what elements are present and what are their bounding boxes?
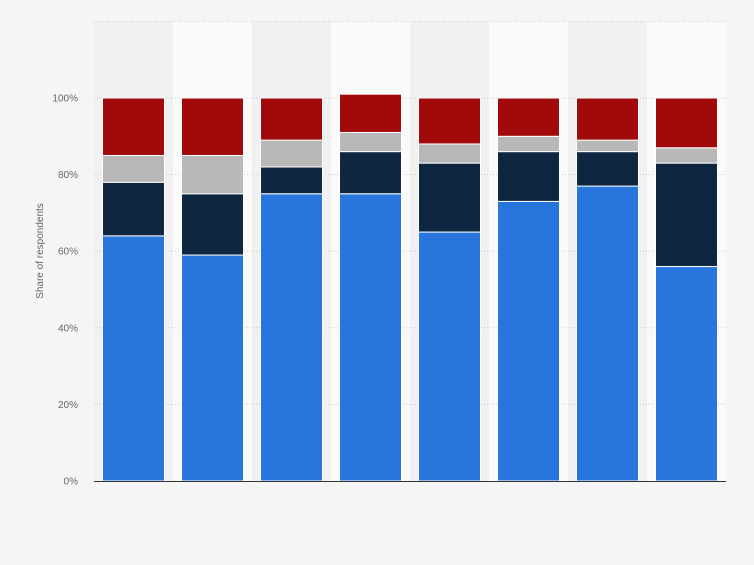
- bar-segment-series-1: [655, 266, 718, 482]
- bar-segment-series-4: [339, 93, 402, 133]
- bar-segment-series-4: [418, 97, 481, 145]
- bar-segment-series-3: [181, 154, 244, 195]
- bar-segment-series-4: [576, 97, 639, 141]
- bar-segment-series-1: [339, 193, 402, 482]
- bar-segment-series-3: [418, 143, 481, 164]
- y-tick-label: 100%: [52, 94, 78, 105]
- bar-segment-series-4: [497, 97, 560, 137]
- bar-segment-series-2: [497, 151, 560, 202]
- bar-segment-series-1: [181, 254, 244, 482]
- y-tick-label: 20%: [58, 400, 78, 411]
- bar-stack: [576, 97, 639, 482]
- bar-segment-series-1: [576, 185, 639, 482]
- bar-segment-series-1: [497, 200, 560, 482]
- bar-segment-series-1: [418, 231, 481, 482]
- y-tick-label: 80%: [58, 170, 78, 181]
- bar-segment-series-3: [102, 154, 165, 183]
- bar-segment-series-4: [655, 97, 718, 149]
- bar-segment-series-3: [497, 135, 560, 153]
- bar-segment-series-2: [418, 162, 481, 233]
- bar-segment-series-2: [576, 151, 639, 187]
- bar-stack: [260, 97, 323, 482]
- y-tick-label: 40%: [58, 323, 78, 334]
- bar-segment-series-4: [102, 97, 165, 156]
- bar-stack: [102, 97, 165, 482]
- y-tick-label: 0%: [64, 477, 79, 488]
- bar-stack: [655, 97, 718, 482]
- bar-segment-series-3: [339, 131, 402, 153]
- bar-stack: [181, 97, 244, 482]
- bar-segment-series-2: [260, 166, 323, 195]
- bar-segment-series-2: [102, 181, 165, 237]
- bar-segment-series-2: [655, 162, 718, 268]
- bar-segment-series-3: [260, 139, 323, 168]
- bar-stack: [497, 97, 560, 482]
- bar-segment-series-2: [181, 193, 244, 256]
- bar-segment-series-1: [102, 235, 165, 482]
- bar-segment-series-4: [260, 97, 323, 141]
- y-tick-labels: 0% 20% 40% 60% 80% 100%: [52, 94, 78, 488]
- bar-segment-series-1: [260, 193, 323, 482]
- bar-segment-series-4: [181, 97, 244, 156]
- bar-segment-series-3: [655, 147, 718, 164]
- bar-stack: [339, 93, 402, 482]
- bar-segment-series-2: [339, 151, 402, 195]
- bar-stack: [418, 97, 481, 482]
- bar-segment-series-3: [576, 139, 639, 153]
- y-tick-label: 60%: [58, 247, 78, 258]
- bar-stacks: [102, 93, 718, 482]
- y-axis-label: Share of respondents: [35, 203, 46, 299]
